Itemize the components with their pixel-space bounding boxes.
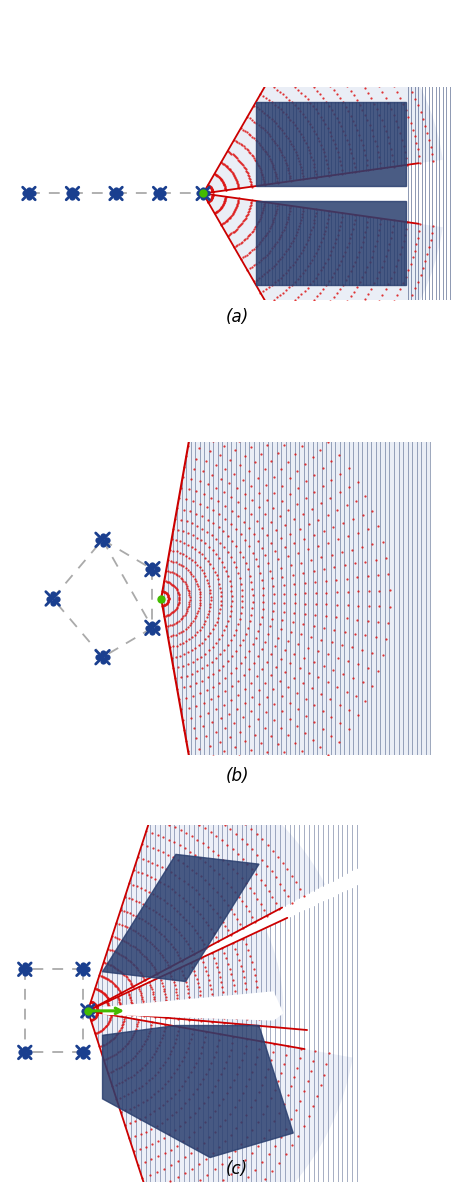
Polygon shape (256, 201, 406, 285)
Polygon shape (102, 1026, 293, 1157)
Polygon shape (102, 991, 283, 1021)
Text: (a): (a) (225, 309, 249, 327)
Polygon shape (102, 855, 259, 982)
Polygon shape (92, 928, 283, 1028)
Polygon shape (90, 755, 325, 1009)
Polygon shape (206, 194, 443, 403)
Polygon shape (161, 0, 430, 1197)
Polygon shape (256, 102, 406, 187)
Polygon shape (90, 1011, 353, 1197)
Polygon shape (206, 0, 443, 193)
Text: (b): (b) (225, 767, 249, 785)
Text: (c): (c) (226, 1160, 248, 1178)
